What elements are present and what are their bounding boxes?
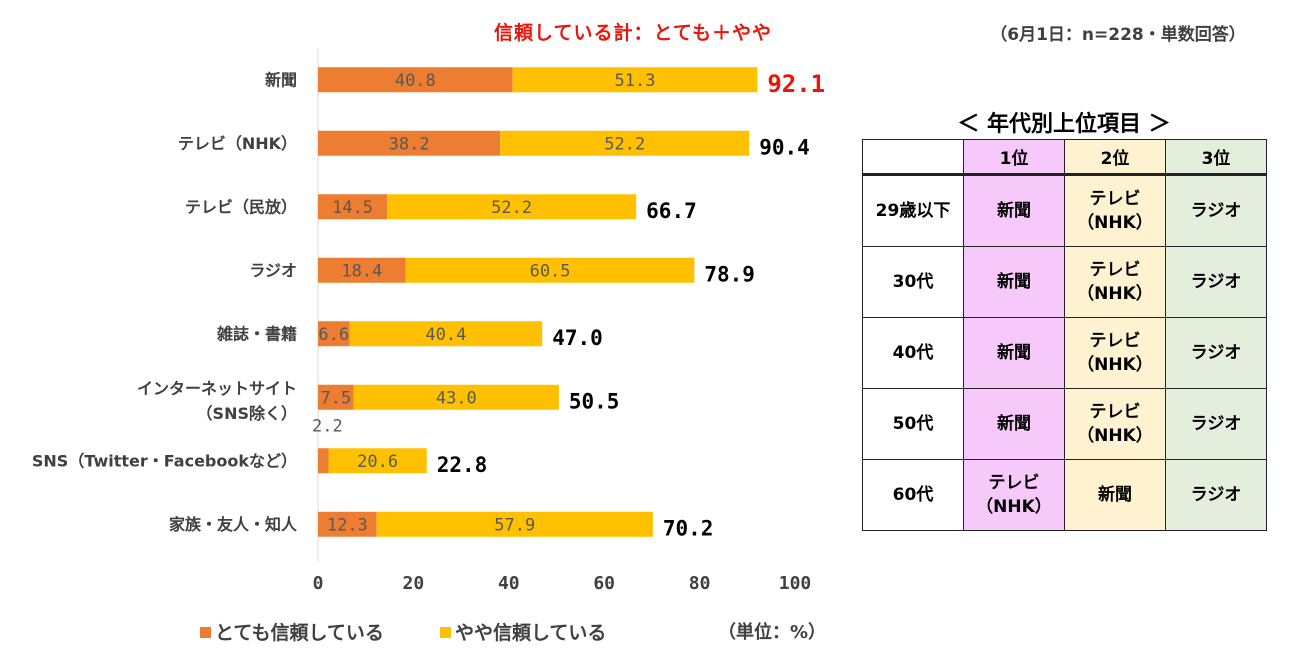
ranking-table-header: 1位 2位 3位	[862, 139, 1267, 176]
ranking-row: 50代 新聞 テレビ （NHK） ラジオ	[862, 388, 1267, 460]
bar-somewhat	[387, 194, 637, 220]
rank-2-cell: テレビ （NHK）	[1064, 317, 1166, 389]
total-label: 90.4	[759, 135, 810, 159]
data-label-very: 6.6	[318, 325, 349, 345]
total-label: 50.5	[569, 389, 620, 413]
category-label: 家族・友人・知人	[169, 515, 298, 534]
ranking-table: 1位 2位 3位 29歳以下 新聞 テレビ （NHK） ラジオ 30代 新聞 テレビ （NHK）…	[862, 139, 1267, 531]
rank-2-cell: テレビ （NHK）	[1064, 174, 1166, 247]
legend-item-very: とても信頼している	[200, 618, 384, 645]
bar-somewhat	[512, 67, 758, 93]
header-age	[862, 139, 964, 176]
rank-1-cell: 新聞	[963, 246, 1065, 318]
bar-somewhat	[328, 448, 427, 474]
x-tick-label: 100	[779, 573, 812, 594]
rank-1-cell: 新聞	[963, 317, 1065, 389]
age-group-cell: 50代	[862, 388, 964, 460]
category-label: インターネットサイト（SNS除く）	[137, 379, 297, 423]
header-rank-2: 2位	[1064, 139, 1166, 176]
ranking-table-body: 29歳以下 新聞 テレビ （NHK） ラジオ 30代 新聞 テレビ （NHK） ラジオ 40代 新聞テ…	[862, 174, 1267, 531]
total-label: 22.8	[437, 453, 488, 477]
x-tick-label: 40	[498, 573, 520, 594]
x-tick-label: 80	[689, 573, 711, 594]
data-label-very: 7.5	[321, 388, 352, 408]
bar-somewhat	[376, 511, 653, 537]
bar-very	[318, 130, 501, 156]
bar-somewhat	[349, 321, 543, 347]
ranking-row: 29歳以下 新聞 テレビ （NHK） ラジオ	[862, 174, 1267, 247]
data-label-somewhat: 20.6	[357, 452, 398, 472]
bar-very	[318, 194, 388, 220]
rank-2-cell: 新聞	[1064, 459, 1166, 531]
data-label-somewhat: 51.3	[614, 71, 655, 91]
total-label: 70.2	[663, 516, 714, 540]
bar-very	[318, 321, 350, 347]
header-rank-3: 3位	[1165, 139, 1267, 176]
data-label-very: 14.5	[332, 198, 373, 218]
ranking-row: 60代 テレビ （NHK） 新聞 ラジオ	[862, 459, 1267, 531]
category-label: テレビ（民放）	[185, 197, 297, 216]
data-label-very: 38.2	[389, 134, 430, 154]
x-tick-label: 60	[593, 573, 615, 594]
data-label-somewhat: 43.0	[436, 388, 477, 408]
x-tick-label: 0	[313, 573, 324, 594]
rank-3-cell: ラジオ	[1165, 388, 1267, 460]
unit-label: （単位：%）	[718, 622, 827, 643]
header-rank-1: 1位	[963, 139, 1065, 176]
category-label: 雑誌・書籍	[216, 324, 297, 343]
ranking-row: 30代 新聞 テレビ （NHK） ラジオ	[862, 246, 1267, 318]
data-label-very: 12.3	[327, 515, 368, 535]
stacked-bar-chart: 新聞 40.8 51.3 92.1 テレビ（NHK） 38.2 52.2 90.4 テレビ（民放…	[32, 48, 825, 594]
age-group-cell: 29歳以下	[862, 174, 964, 247]
data-label-somewhat: 60.5	[530, 261, 571, 281]
data-label-very: 2.2	[312, 416, 343, 436]
chart-subtitle: （6月1日：n=228・単数回答）	[990, 25, 1246, 45]
x-tick-label: 20	[403, 573, 425, 594]
bar-somewhat	[353, 384, 559, 410]
age-group-cell: 40代	[862, 317, 964, 389]
data-label-very: 40.8	[395, 71, 436, 91]
data-label-somewhat: 57.9	[494, 515, 535, 535]
bar-somewhat	[405, 257, 695, 283]
legend-item-somewhat: やや信頼している	[440, 618, 606, 645]
bar-very	[318, 384, 354, 410]
data-label-somewhat: 52.2	[491, 198, 532, 218]
bar-very	[318, 67, 513, 93]
rank-2-cell: テレビ （NHK）	[1064, 388, 1166, 460]
total-label: 78.9	[704, 262, 755, 286]
category-label: テレビ（NHK）	[178, 134, 297, 153]
data-label-somewhat: 52.2	[604, 134, 645, 154]
rank-3-cell: ラジオ	[1165, 174, 1267, 247]
total-label: 92.1	[767, 70, 825, 98]
bar-somewhat	[500, 130, 750, 156]
rank-3-cell: ラジオ	[1165, 459, 1267, 531]
rank-1-cell: 新聞	[963, 388, 1065, 460]
ranking-row: 40代 新聞 テレビ （NHK） ラジオ	[862, 317, 1267, 389]
rank-1-cell: テレビ （NHK）	[963, 459, 1065, 531]
rank-3-cell: ラジオ	[1165, 317, 1267, 389]
bar-very	[318, 511, 377, 537]
category-label: SNS（Twitter・Facebookなど）	[32, 451, 297, 470]
category-label: ラジオ	[249, 261, 297, 280]
data-label-very: 18.4	[341, 261, 382, 281]
rank-3-cell: ラジオ	[1165, 246, 1267, 318]
legend-label-very: とても信頼している	[215, 622, 384, 644]
data-label-somewhat: 40.4	[425, 325, 466, 345]
chart-title: 信頼している計：とても＋やや	[494, 22, 772, 44]
legend-swatch-very	[200, 627, 211, 638]
legend-swatch-somewhat	[440, 627, 451, 638]
total-label: 47.0	[552, 326, 603, 350]
category-label: 新聞	[265, 70, 297, 89]
bar-very	[318, 257, 406, 283]
age-group-cell: 30代	[862, 246, 964, 318]
total-label: 66.7	[646, 199, 697, 223]
rank-2-cell: テレビ （NHK）	[1064, 246, 1166, 318]
age-group-cell: 60代	[862, 459, 964, 531]
ranking-table-title: ＜ 年代別上位項目 ＞	[957, 112, 1171, 137]
legend-label-somewhat: やや信頼している	[455, 622, 607, 644]
rank-1-cell: 新聞	[963, 174, 1065, 247]
bar-very	[318, 448, 329, 474]
